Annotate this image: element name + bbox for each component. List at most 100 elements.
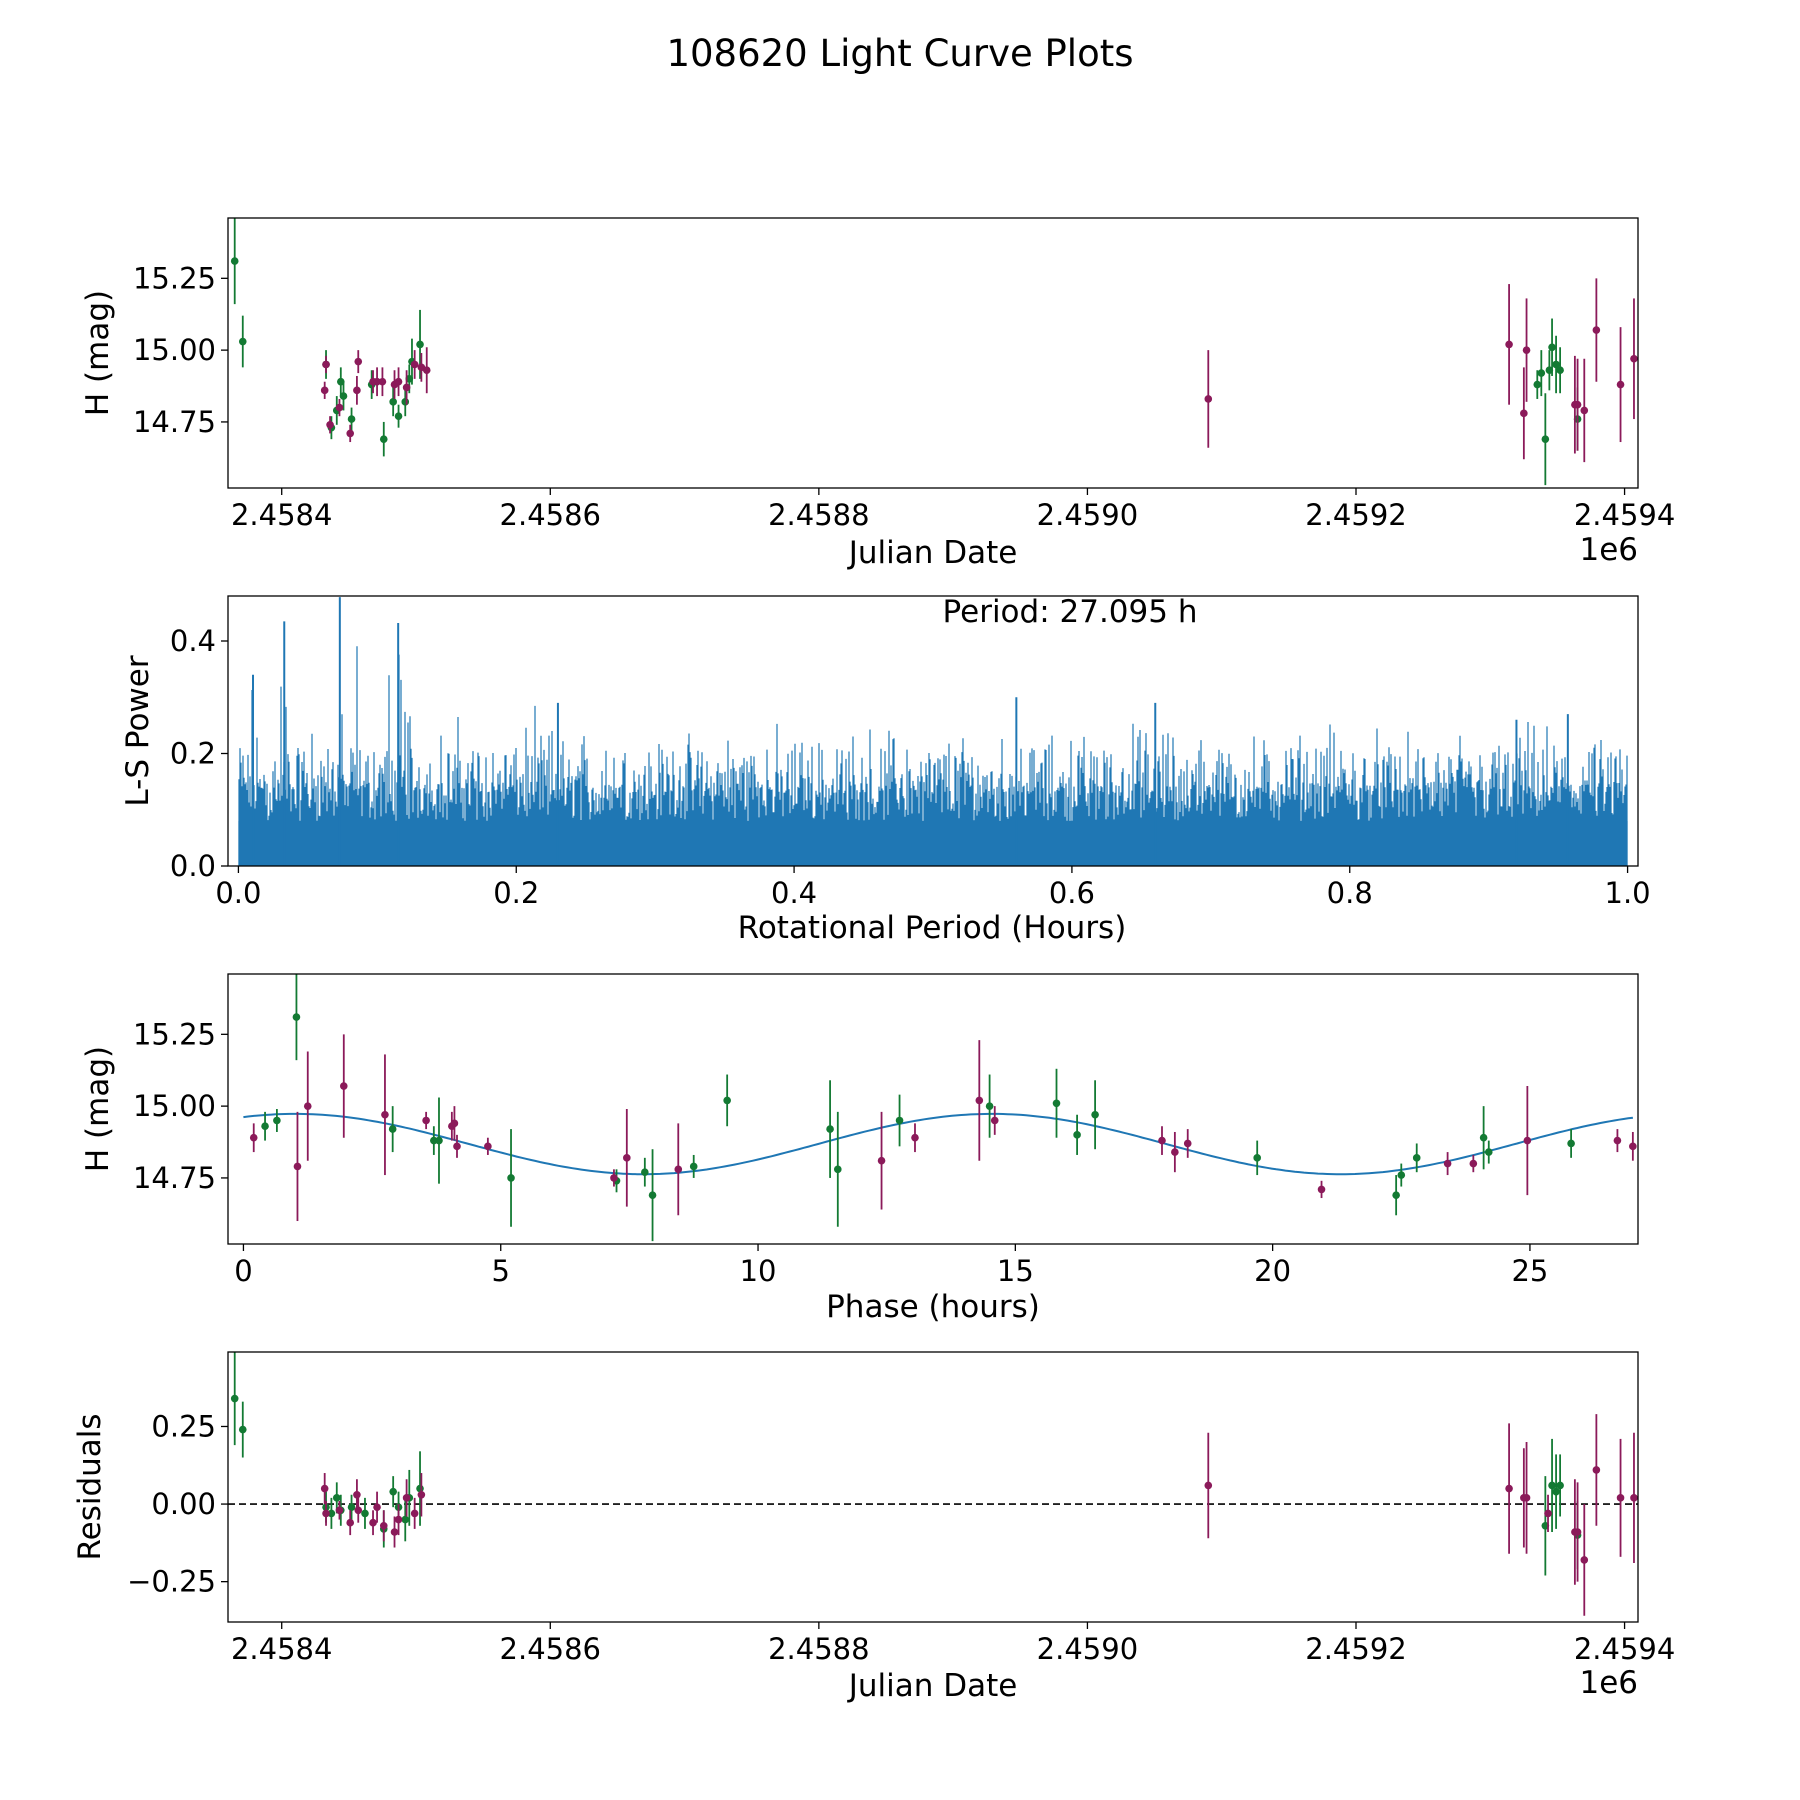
data-point [327,1509,336,1518]
y-tick-label: 0.4 [170,624,216,658]
data-point [911,1133,919,1142]
data-point [353,386,361,395]
y-tick-label: 15.00 [133,333,216,367]
data-point [394,1515,403,1524]
x-tick-label: 2.4590 [1037,1632,1138,1666]
data-point [1253,1154,1261,1162]
data-point [450,1119,459,1128]
residuals-axes-frame [227,1351,1639,1623]
data-point [410,1509,419,1518]
x-tick-label: 2.4586 [500,498,601,532]
data-point [1613,1136,1622,1145]
periodogram-plot-area [238,597,1628,866]
data-point [1183,1139,1192,1148]
x-tick-label: 10 [740,1254,777,1288]
x-tick-label: 2.4588 [768,498,869,532]
periodogram-period-annotation: Period: 27.095 h [943,594,1198,630]
data-point [507,1174,515,1182]
panel-lightcurve: 2.4584 2.4586 2.4588 2.4590 2.4592 2.4594 14.7… [80,217,1675,571]
residuals-ylabel: Residuals [72,1413,108,1560]
data-point [833,1165,842,1174]
data-point [401,398,410,406]
lightcurve-axes-frame [227,217,1639,489]
data-point [1505,1484,1513,1493]
panel-periodogram: 0.0 0.2 0.4 0.6 0.8 1.0 0.0 0.2 0.4 Rotational P… [120,594,1651,946]
data-point [402,383,411,392]
y-tick-label: −0.25 [127,1565,216,1599]
y-tick-label: 0.2 [170,737,216,771]
data-point [1412,1154,1421,1162]
data-point [723,1096,731,1105]
data-point [335,403,344,412]
data-point [1520,409,1528,418]
data-point [435,1136,443,1145]
data-point [1544,1509,1552,1518]
data-point [394,412,403,420]
power-spectrum-line [238,646,1628,866]
x-tick-label: 5 [492,1254,510,1288]
data-point [1616,380,1625,389]
data-point [641,1168,649,1176]
y-tick-label: 0.25 [151,1409,216,1443]
data-point [1573,1528,1582,1536]
data-point [1443,1159,1452,1168]
data-point [261,1122,269,1131]
x-tick-label: 2.4592 [1305,1632,1406,1666]
data-point [416,340,424,349]
y-tick-label: 14.75 [133,1161,216,1195]
data-point [975,1096,984,1105]
data-point [1552,360,1560,369]
data-point [378,377,387,386]
x-tick-label: 2.4594 [1574,498,1675,532]
x-tick-label: 2.4592 [1305,498,1406,532]
data-point [332,1494,341,1502]
data-point [985,1102,994,1110]
data-point [292,1013,301,1021]
data-point [1630,1494,1638,1502]
data-point [379,435,388,443]
data-point [1533,380,1542,389]
data-point [388,1125,397,1133]
data-point [373,377,381,386]
phasefold-plot-area [243,974,1637,1242]
data-point [410,360,419,369]
panel-residuals: 2.4584 2.4586 2.4588 2.4590 2.4592 2.4594 −0.2… [72,1351,1675,1704]
data-point [320,386,329,395]
x-tick-label: 2.4588 [768,1632,869,1666]
x-tick-label: 2.4586 [500,1632,601,1666]
data-point [230,257,239,265]
x-tick-label: 0.2 [493,876,539,910]
data-point [1537,369,1546,377]
data-point [1505,340,1513,349]
x-tick-label: 0.8 [1327,876,1373,910]
data-point [1523,1136,1532,1145]
data-point [335,1506,344,1515]
data-point [1317,1185,1326,1194]
x-tick-label: 0.6 [1049,876,1095,910]
data-point [390,1528,399,1536]
data-point [379,1521,388,1530]
data-point [238,1425,247,1434]
data-point [354,357,363,366]
data-point [347,415,356,423]
data-point [877,1156,886,1165]
data-point [1091,1110,1099,1119]
periodogram-ticks: 0.0 0.2 0.4 0.6 0.8 1.0 0.0 0.2 0.4 [170,624,1651,910]
residuals-xlabel: Julian Date [847,1668,1018,1704]
data-point [1204,1481,1213,1490]
figure-title: 108620 Light Curve Plots [666,32,1133,75]
data-point [1073,1131,1081,1139]
data-point [1573,400,1582,409]
residuals-offset-label: 1e6 [1579,1665,1638,1701]
data-point [648,1191,657,1199]
data-point [322,1509,330,1518]
data-point [1484,1148,1493,1156]
data-point [346,1518,355,1527]
lightcurve-offset-label: 1e6 [1579,532,1638,568]
data-point [1552,1487,1560,1496]
data-point [422,1116,430,1125]
data-point [623,1154,631,1162]
data-point [303,1102,312,1110]
